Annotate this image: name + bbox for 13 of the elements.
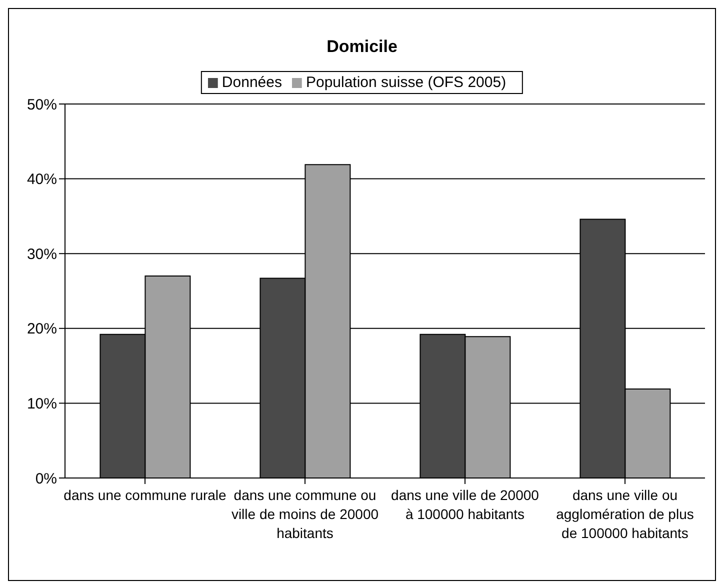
legend-label: Données: [222, 74, 282, 91]
legend-label: Population suisse (OFS 2005): [306, 74, 506, 91]
y-tick-label: 50%: [26, 96, 57, 114]
x-tick-label: dans une commune ou ville de moins de 20000 habitants: [231, 487, 379, 541]
y-tick-label: 30%: [26, 246, 57, 263]
x-tick-label: dans une ville de 20000 à 100000 habitants: [391, 487, 540, 522]
chart-title: Domicile: [326, 37, 398, 57]
x-tick-label: dans une commune rurale: [64, 487, 227, 503]
y-tick-label: 20%: [26, 320, 57, 338]
x-tick-label: dans une ville ou agglomération de plus de 100000 habitants: [556, 487, 694, 541]
y-tick-label: 0%: [35, 470, 57, 488]
y-tick-label: 10%: [26, 396, 57, 413]
y-tick-label: 40%: [26, 171, 57, 188]
